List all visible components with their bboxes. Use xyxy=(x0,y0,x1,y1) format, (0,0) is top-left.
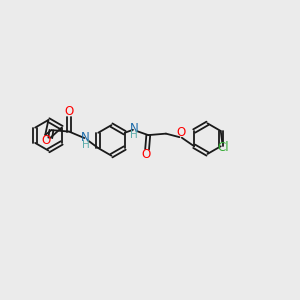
Text: H: H xyxy=(82,140,89,149)
Text: Cl: Cl xyxy=(217,141,229,154)
Text: O: O xyxy=(141,148,150,161)
Text: O: O xyxy=(41,134,50,147)
Text: O: O xyxy=(176,126,186,139)
Text: N: N xyxy=(81,131,90,144)
Text: O: O xyxy=(64,105,74,118)
Text: H: H xyxy=(130,130,138,140)
Text: N: N xyxy=(130,122,139,135)
